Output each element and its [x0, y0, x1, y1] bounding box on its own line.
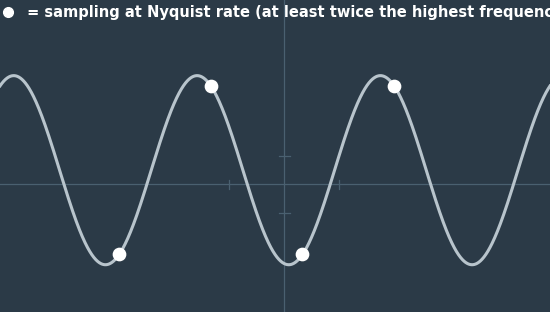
Point: [206, 83, 215, 88]
Point: [390, 83, 399, 88]
Point: [115, 252, 124, 257]
Text: = sampling at Nyquist rate (at least twice the highest frequency in the signal): = sampling at Nyquist rate (at least twi…: [22, 5, 550, 20]
Point: [298, 252, 307, 257]
